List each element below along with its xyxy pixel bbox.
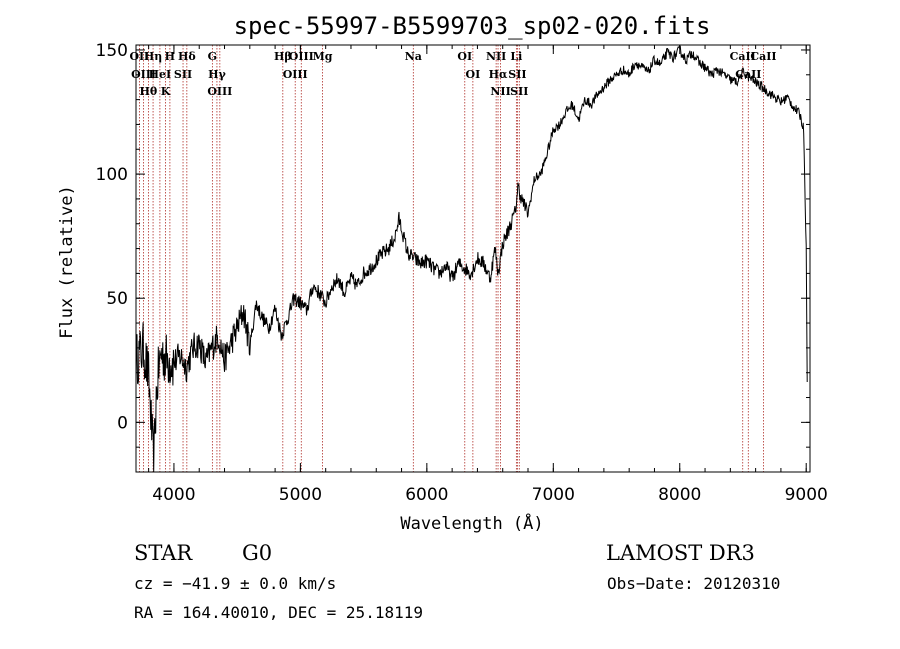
line-label-10: Hγ: [208, 68, 226, 81]
y-tick-label-3: 150: [96, 41, 128, 61]
obs-date: Obs−Date: 20120310: [607, 574, 780, 593]
x-tick-label-4: 8000: [658, 485, 701, 505]
line-label-19: NII: [486, 50, 506, 63]
y-axis-label: Flux (relative): [57, 185, 77, 339]
line-label-16: Na: [405, 50, 422, 63]
plot-frame: [135, 44, 811, 473]
flux-line: [135, 44, 808, 473]
x-tick-label-3: 7000: [532, 485, 575, 505]
line-label-11: OIII: [207, 85, 232, 98]
chart-title: spec-55997-B5599703_sp02-020.fits: [234, 12, 711, 40]
x-tick-label-1: 5000: [279, 485, 322, 505]
line-label-2: OIII: [131, 68, 156, 81]
spectral-line-markers: [139, 45, 764, 472]
line-label-13: OIII: [283, 68, 308, 81]
line-label-9: G: [208, 50, 217, 63]
y-tick-label-0: 0: [117, 413, 128, 433]
x-tick-label-0: 4000: [152, 485, 195, 505]
flux-series: [135, 44, 808, 473]
line-label-4: HeI: [149, 68, 172, 81]
line-label-6: H: [165, 50, 175, 63]
line-label-3: Hη: [144, 50, 162, 63]
survey-name: LAMOST DR3: [606, 541, 755, 565]
line-label-23: SII: [508, 68, 526, 81]
line-label-5: K: [161, 85, 171, 98]
cz-value: cz = −41.9 ± 0.0 km/s: [134, 574, 336, 593]
y-axis-ticks: 0 50 100 150: [96, 41, 810, 448]
y-tick-label-2: 100: [96, 165, 128, 185]
line-label-1: OII: [129, 50, 149, 63]
line-label-8: Hδ: [178, 50, 196, 63]
line-label-20: Hα: [489, 68, 508, 81]
line-label-18: OI: [466, 68, 481, 81]
x-axis-ticks: 4000 5000 6000 7000 8000 9000: [148, 45, 828, 505]
x-tick-label-5: 9000: [785, 485, 828, 505]
line-label-22: Li: [510, 50, 522, 63]
x-axis-label: Wavelength (Å): [400, 512, 543, 534]
ra-dec-coords: RA = 164.40010, DEC = 25.18119: [134, 603, 423, 622]
y-tick-label-1: 50: [106, 289, 128, 309]
line-label-27: CaII: [750, 50, 776, 63]
line-label-12: Hβ: [274, 50, 292, 63]
line-label-0: Hθ: [140, 85, 158, 98]
line-label-25: CaII: [730, 50, 756, 63]
line-label-24: SII: [510, 85, 528, 98]
line-label-14: OIII: [289, 50, 314, 63]
x-tick-label-2: 6000: [405, 485, 448, 505]
line-label-15: Mg: [313, 50, 333, 63]
line-label-7: SII: [174, 68, 192, 81]
object-subclass: G0: [242, 541, 272, 565]
line-label-17: OI: [457, 50, 472, 63]
line-label-21: NII: [490, 85, 510, 98]
object-class: STAR: [134, 541, 193, 565]
